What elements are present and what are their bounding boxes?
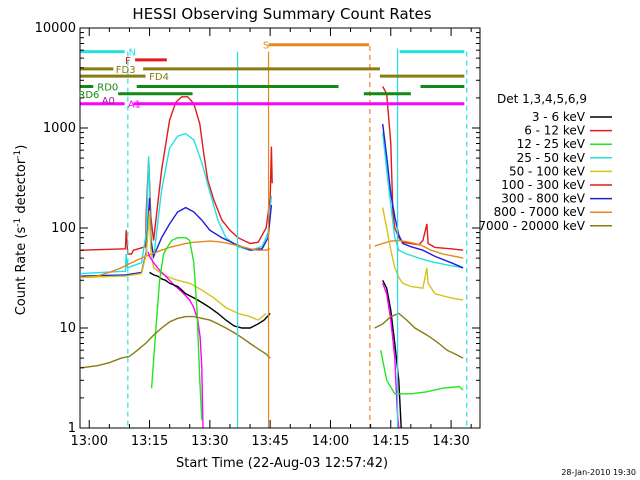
legend-label-2: 12 - 25 keV [517,137,586,151]
rate-curve-13 [382,207,464,301]
flag-label-n: N [129,48,136,59]
x-tick-label-5: 14:15 [372,434,409,449]
legend-label-1: 6 - 12 keV [524,124,586,138]
rate-curve-11 [382,123,464,269]
y-axis-label-detector: detector [14,158,29,218]
rate-curve-16 [380,350,464,395]
data-curves [81,86,464,428]
flag-label-a1: A1 [128,100,141,111]
flag-label-rd0: RD0 [97,83,118,94]
legend-label-5: 100 - 300 keV [501,178,585,192]
legend-label-6: 300 - 800 keV [501,192,585,206]
legend-title: Det 1,3,4,5,6,9 [497,92,587,106]
y-tick-label-2: 100 [51,221,76,236]
x-tick-label-2: 13:30 [191,434,228,449]
flag-label-rd6: RD6 [78,90,99,101]
x-tick-label-0: 13:00 [71,434,108,449]
flag-label-s: S [263,41,269,52]
rate-curve-7 [150,236,203,421]
legend-label-8: 7000 - 20000 keV [478,219,585,233]
y-axis-label-main: Count Rate (s [14,227,29,316]
rate-curve-14 [382,279,402,428]
y-tick-label-3: 1000 [43,121,76,136]
y-axis-label-exp1: -1 [13,218,23,227]
rate-curve-2 [81,197,273,277]
flag-label-f: F [125,56,131,67]
legend-label-3: 25 - 50 keV [517,151,586,165]
legend-label-0: 3 - 6 keV [532,110,586,124]
x-tick-label-3: 13:45 [251,434,288,449]
chart-title: HESSI Observing Summary Count Rates [132,5,431,23]
event-lines [127,46,468,428]
x-tick-label-1: 13:15 [131,434,168,449]
rate-curve-17 [374,312,464,359]
legend-label-7: 800 - 7000 keV [494,205,586,219]
rate-curve-1 [81,132,273,275]
rate-curve-4 [81,210,267,321]
observing-flags [80,43,465,106]
y-tick-label-0: 1 [68,421,76,436]
rate-curve-12 [374,239,464,259]
rate-curve-0 [81,96,273,255]
rate-curve-10 [382,132,464,269]
rate-curve-5 [147,251,204,428]
x-axis-label: Start Time (22-Aug-03 12:57:42) [176,456,388,471]
y-axis-label-exp2: -1 [13,150,23,159]
rate-curve-9 [382,86,464,251]
x-tick-label-6: 14:30 [432,434,469,449]
rate-curve-3 [81,240,271,279]
y-axis-label: Count Rate (s-1 detector-1) [13,145,29,316]
axes: 1 10 100 1000 10000 13:00 13:15 13:30 13:45 14:00… [35,21,481,449]
y-tick-label-4: 10000 [35,21,76,36]
x-tick-label-4: 14:00 [312,434,349,449]
legend-label-4: 50 - 100 keV [509,164,586,178]
y-axis-label-close: ) [14,145,29,150]
flag-label-fd3: FD3 [116,65,136,76]
rate-curve-8 [81,315,271,369]
footer-stamp: 28-Jan-2010 19:30 [561,468,636,477]
flag-label-fd4: FD4 [149,72,169,83]
y-tick-label-1: 10 [59,321,76,336]
flag-label-a0: A0 [102,96,115,107]
